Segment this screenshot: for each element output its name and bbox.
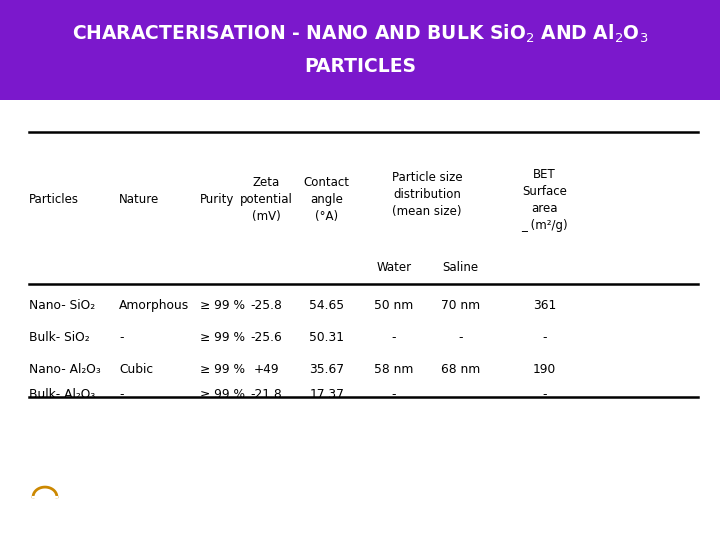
- Text: BET
Surface
area
_ (m²/g): BET Surface area _ (m²/g): [521, 168, 567, 232]
- Text: -: -: [542, 388, 546, 401]
- Text: Nano- SiO₂: Nano- SiO₂: [29, 299, 95, 312]
- Text: Particles: Particles: [29, 193, 78, 206]
- Text: 58 nm: 58 nm: [374, 363, 413, 376]
- Text: Zeta
potential
(mV): Zeta potential (mV): [240, 176, 293, 224]
- Text: 70 nm: 70 nm: [441, 299, 480, 312]
- Text: ≥ 99 %: ≥ 99 %: [199, 388, 245, 401]
- Text: 50 nm: 50 nm: [374, 299, 413, 312]
- Text: -: -: [392, 388, 396, 401]
- Text: Bulk- Al₂O₃: Bulk- Al₂O₃: [29, 388, 95, 401]
- Text: 35.67: 35.67: [310, 363, 344, 376]
- Text: 190: 190: [533, 363, 556, 376]
- Text: Nano- Al₂O₃: Nano- Al₂O₃: [29, 363, 101, 376]
- Text: Particle size
distribution
(mean size): Particle size distribution (mean size): [392, 171, 462, 218]
- Text: +49: +49: [253, 363, 279, 376]
- Text: -: -: [542, 331, 546, 344]
- Text: -25.8: -25.8: [251, 299, 282, 312]
- Text: 50.31: 50.31: [310, 331, 344, 344]
- Text: Water: Water: [376, 261, 411, 274]
- Text: 361: 361: [533, 299, 556, 312]
- Text: 17.37: 17.37: [310, 388, 344, 401]
- Text: Bulk- SiO₂: Bulk- SiO₂: [29, 331, 89, 344]
- Text: 68 nm: 68 nm: [441, 363, 480, 376]
- FancyBboxPatch shape: [0, 0, 720, 100]
- Text: -: -: [459, 331, 463, 344]
- Text: PARTICLES: PARTICLES: [304, 57, 416, 76]
- Text: Amorphous: Amorphous: [120, 299, 189, 312]
- Text: -: -: [120, 388, 124, 401]
- Text: Purity: Purity: [199, 193, 234, 206]
- Text: ≥ 99 %: ≥ 99 %: [199, 299, 245, 312]
- Text: -25.6: -25.6: [251, 331, 282, 344]
- Text: CHARACTERISATION - NANO AND BULK SiO$_2$ AND Al$_2$O$_3$: CHARACTERISATION - NANO AND BULK SiO$_2$…: [72, 23, 648, 45]
- Text: 54.65: 54.65: [309, 299, 344, 312]
- Text: Contact
angle
(°A): Contact angle (°A): [304, 176, 350, 224]
- Text: -21.8: -21.8: [251, 388, 282, 401]
- Circle shape: [33, 486, 57, 510]
- Text: Nature: Nature: [120, 193, 159, 206]
- Text: -: -: [392, 331, 396, 344]
- Text: Cubic: Cubic: [120, 363, 153, 376]
- Text: Saline: Saline: [443, 261, 479, 274]
- Text: ≥ 99 %: ≥ 99 %: [199, 331, 245, 344]
- Text: -: -: [120, 331, 124, 344]
- Text: ≥ 99 %: ≥ 99 %: [199, 363, 245, 376]
- Bar: [37, 505, 53, 510]
